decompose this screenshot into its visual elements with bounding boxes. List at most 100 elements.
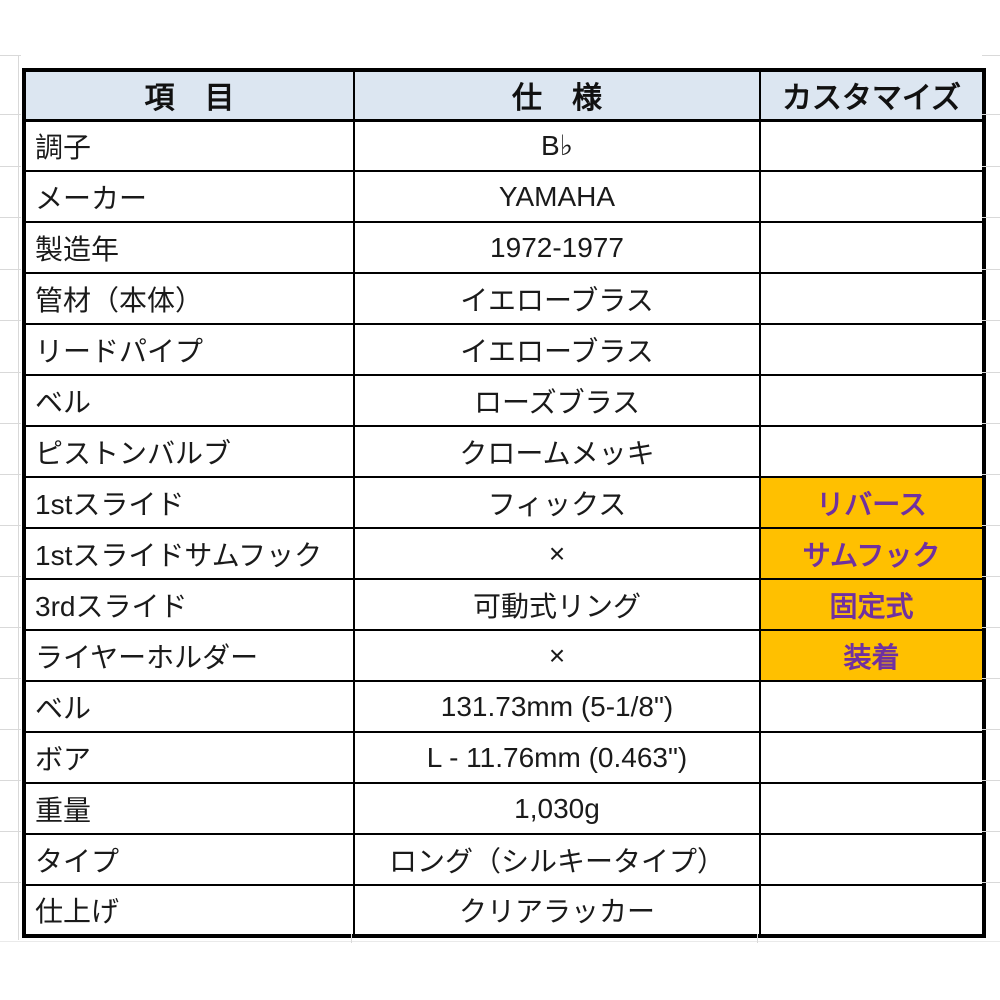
custom-cell (759, 170, 985, 223)
table-row: リードパイプ イエローブラス (23, 323, 985, 376)
spec-table: 項 目 仕 様 カスタマイズ 調子 B♭ メーカー YAMAHA 製造年 197… (22, 68, 986, 938)
custom-cell (759, 731, 985, 784)
item-cell: 重量 (23, 782, 355, 835)
table-row: 調子 B♭ (23, 119, 985, 172)
spreadsheet-gridline-stub (0, 114, 21, 115)
spreadsheet-gridline-stub (982, 882, 1000, 883)
spreadsheet-gridline-vertical (18, 55, 19, 940)
spec-cell: × (353, 527, 761, 580)
spreadsheet-gridline-stub (0, 678, 21, 679)
custom-highlight-cell: 装着 (759, 629, 985, 682)
spreadsheet-gridline-stub (0, 474, 21, 475)
col-header-spec: 仕 様 (353, 69, 761, 122)
custom-cell (759, 884, 985, 937)
table-row: ピストンバルブ クロームメッキ (23, 425, 985, 478)
custom-highlight-cell: リバース (759, 476, 985, 529)
col-header-customize: カスタマイズ (759, 69, 985, 122)
spreadsheet-gridline-stub (982, 114, 1000, 115)
table-row: ボア L - 11.76mm (0.463") (23, 731, 985, 784)
spec-cell: クロームメッキ (353, 425, 761, 478)
item-cell: ボア (23, 731, 355, 784)
spec-cell: イエローブラス (353, 323, 761, 376)
custom-cell (759, 833, 985, 886)
table-row: 製造年 1972-1977 (23, 221, 985, 274)
item-cell: タイプ (23, 833, 355, 886)
table-row: 管材（本体） イエローブラス (23, 272, 985, 325)
spec-cell: 1,030g (353, 782, 761, 835)
item-cell: 1stスライド (23, 476, 355, 529)
spec-cell: フィックス (353, 476, 761, 529)
spreadsheet-gridline-stub (982, 678, 1000, 679)
spreadsheet-gridline-stub (0, 576, 21, 577)
spreadsheet-gridline-stub (0, 166, 21, 167)
item-cell: 調子 (23, 119, 355, 172)
spreadsheet-gridline-stub (982, 423, 1000, 424)
spec-cell: L - 11.76mm (0.463") (353, 731, 761, 784)
table-row: 重量 1,030g (23, 782, 985, 835)
table-row: 1stスライドサムフック × サムフック (23, 527, 985, 580)
spec-cell: 可動式リング (353, 578, 761, 631)
spreadsheet-gridline-stub (0, 269, 21, 270)
spreadsheet-gridline-stub (0, 780, 21, 781)
item-cell: リードパイプ (23, 323, 355, 376)
spreadsheet-gridline-stub (0, 882, 21, 883)
spec-cell: ロング（シルキータイプ） (353, 833, 761, 886)
spreadsheet-gridline-stub (0, 423, 21, 424)
custom-cell (759, 119, 985, 172)
spreadsheet-gridline-stub (982, 217, 1000, 218)
item-cell: メーカー (23, 170, 355, 223)
table-row: メーカー YAMAHA (23, 170, 985, 223)
spec-cell: B♭ (353, 119, 761, 172)
item-cell: 仕上げ (23, 884, 355, 937)
custom-highlight-cell: サムフック (759, 527, 985, 580)
item-cell: 3rdスライド (23, 578, 355, 631)
table-row: 3rdスライド 可動式リング 固定式 (23, 578, 985, 631)
spreadsheet-gridline-stub (0, 217, 21, 218)
custom-cell (759, 221, 985, 274)
item-cell: 製造年 (23, 221, 355, 274)
spec-cell: YAMAHA (353, 170, 761, 223)
spreadsheet-gridline-stub (982, 166, 1000, 167)
spreadsheet-gridline-stub (982, 627, 1000, 628)
spreadsheet-gridline-stub (982, 525, 1000, 526)
table-row: 仕上げ クリアラッカー (23, 884, 985, 937)
spec-cell: × (353, 629, 761, 682)
spec-cell: 131.73mm (5-1/8") (353, 680, 761, 733)
header-row: 項 目 仕 様 カスタマイズ (23, 69, 985, 122)
spreadsheet-gridline-stub (982, 320, 1000, 321)
custom-cell (759, 323, 985, 376)
spec-cell: ローズブラス (353, 374, 761, 427)
spreadsheet-gridline-stub (351, 934, 352, 943)
custom-cell (759, 425, 985, 478)
item-cell: 1stスライドサムフック (23, 527, 355, 580)
custom-highlight-cell: 固定式 (759, 578, 985, 631)
spreadsheet-gridline-stub (0, 831, 21, 832)
spreadsheet-gridline-stub (982, 55, 1000, 56)
custom-cell (759, 272, 985, 325)
table-row: タイプ ロング（シルキータイプ） (23, 833, 985, 886)
spreadsheet-gridline-stub (0, 320, 21, 321)
spreadsheet-gridline-stub (982, 729, 1000, 730)
spreadsheet-gridline-stub (0, 729, 21, 730)
spreadsheet-gridline-stub (982, 576, 1000, 577)
item-cell: 管材（本体） (23, 272, 355, 325)
item-cell: ベル (23, 680, 355, 733)
table-row: ベル ローズブラス (23, 374, 985, 427)
spreadsheet-gridline-stub (982, 269, 1000, 270)
table-row: ライヤーホルダー × 装着 (23, 629, 985, 682)
spreadsheet-gridline-stub (0, 372, 21, 373)
custom-cell (759, 680, 985, 733)
custom-cell (759, 782, 985, 835)
item-cell: ピストンバルブ (23, 425, 355, 478)
spreadsheet-gridline-stub (982, 474, 1000, 475)
col-header-item: 項 目 (23, 69, 355, 122)
spec-cell: クリアラッカー (353, 884, 761, 937)
table-row: ベル 131.73mm (5-1/8") (23, 680, 985, 733)
spreadsheet-gridline-stub (982, 780, 1000, 781)
spreadsheet-gridline-stub (0, 55, 21, 56)
spreadsheet-gridline-stub (982, 372, 1000, 373)
spreadsheet-gridline-bottom (0, 941, 1000, 942)
custom-cell (759, 374, 985, 427)
spec-cell: イエローブラス (353, 272, 761, 325)
spreadsheet-gridline-stub (982, 831, 1000, 832)
